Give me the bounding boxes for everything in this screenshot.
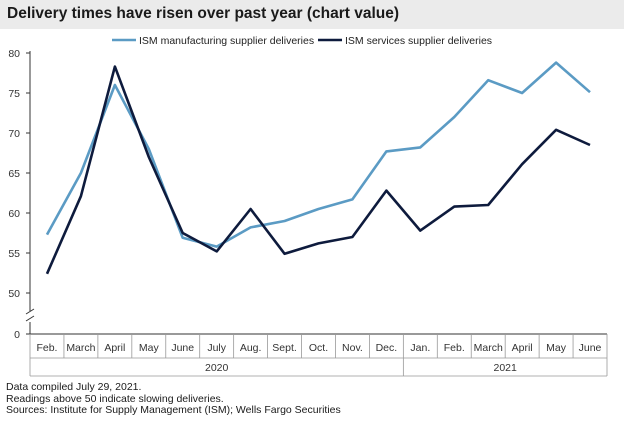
x-tick-label: Feb. xyxy=(444,342,465,354)
y-tick-label: 65 xyxy=(8,168,20,180)
footnotes: Data compiled July 29, 2021. Readings ab… xyxy=(6,381,341,417)
x-tick-label: March xyxy=(474,342,503,354)
x-tick-label: June xyxy=(579,342,602,354)
axis-break-mark-bottom xyxy=(25,315,35,322)
legend-label: ISM manufacturing supplier deliveries xyxy=(139,35,314,47)
footnote-date: Data compiled July 29, 2021. xyxy=(6,381,142,393)
chart-title: Delivery times have risen over past year… xyxy=(7,5,400,22)
x-tick-label: Feb. xyxy=(36,342,57,354)
x-tick-label: March xyxy=(66,342,95,354)
x-tick-label: April xyxy=(104,342,125,354)
y-tick-label: 60 xyxy=(8,208,20,220)
x-tick-label: Nov. xyxy=(342,342,363,354)
x-tick-label: Dec. xyxy=(376,342,398,354)
axis-break-mark-top xyxy=(25,308,35,315)
x-tick-label: April xyxy=(512,342,533,354)
series-line-services xyxy=(45,65,591,275)
legend-label: ISM services supplier deliveries xyxy=(345,35,492,47)
y-tick-label: 0 xyxy=(14,329,20,341)
x-tick-label: May xyxy=(139,342,160,354)
x-tick-label: Aug. xyxy=(240,342,262,354)
y-tick-label: 80 xyxy=(8,48,20,60)
y-tick-label: 50 xyxy=(8,288,20,300)
y-tick-label: 70 xyxy=(8,128,20,140)
x-tick-label: May xyxy=(546,342,567,354)
footnote-sources: Sources: Institute for Supply Management… xyxy=(6,404,341,416)
line-chart: 0 50 55 60 65 70 75 80 Feb. March April May June July… xyxy=(8,35,608,377)
y-tick-label: 75 xyxy=(8,88,20,100)
series-line-manufacturing xyxy=(45,61,591,248)
x-tick-label: Oct. xyxy=(309,342,328,354)
year-label: 2020 xyxy=(205,362,229,374)
year-label: 2021 xyxy=(493,362,517,374)
y-tick-label: 55 xyxy=(8,248,20,260)
footnote-readings: Readings above 50 indicate slowing deliv… xyxy=(6,392,224,405)
x-tick-label: Jan. xyxy=(410,342,430,354)
title-bar: Delivery times have risen over past year… xyxy=(0,0,624,29)
x-tick-label: July xyxy=(207,342,226,354)
x-tick-label: June xyxy=(171,342,194,354)
x-tick-label: Sept. xyxy=(272,342,297,354)
